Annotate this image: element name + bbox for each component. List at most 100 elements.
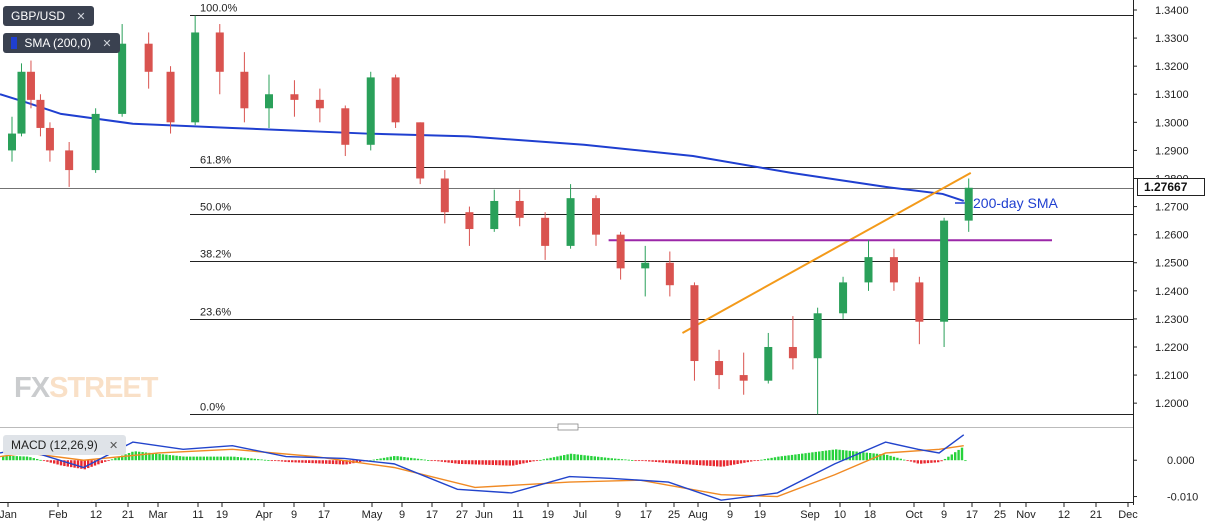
candle-body: [641, 262, 650, 269]
macd-histogram-bar: [549, 457, 552, 461]
macd-histogram-bar: [943, 458, 947, 461]
macd-histogram-bar: [195, 456, 199, 461]
symbol-legend[interactable]: GBP/USD ✕: [3, 6, 94, 26]
macd-histogram-bar: [206, 456, 209, 461]
price-tick-label: 1.2900: [1155, 145, 1189, 157]
macd-histogram-bar: [280, 460, 284, 462]
macd-histogram-bar: [478, 460, 481, 465]
macd-histogram-bar: [382, 457, 386, 461]
date-tick-label: 18: [864, 509, 876, 521]
macd-histogram-bar: [756, 460, 760, 462]
macd-histogram-bar: [620, 459, 624, 461]
candle-body: [290, 94, 299, 100]
macd-histogram-bar: [5, 455, 8, 461]
macd-histogram-bar: [522, 460, 525, 464]
macd-histogram-bar: [192, 456, 195, 461]
macd-histogram-bar: [297, 460, 301, 463]
macd-histogram-bar: [773, 457, 777, 461]
macd-histogram-bar: [767, 458, 770, 461]
macd-histogram-bar: [926, 460, 930, 464]
candle-body: [144, 43, 153, 72]
price-tick-label: 1.3300: [1155, 33, 1189, 45]
macd-histogram-bar: [869, 453, 872, 461]
macd-label: MACD (12,26,9): [11, 438, 98, 452]
macd-histogram-bar: [600, 457, 603, 461]
macd-histogram-bar: [158, 453, 161, 461]
macd-histogram-bar: [396, 456, 399, 461]
macd-histogram-bar: [151, 453, 154, 461]
macd-histogram-bar: [32, 458, 35, 461]
macd-histogram-bar: [481, 460, 484, 465]
macd-histogram-bar: [87, 460, 90, 469]
macd-histogram-bar: [457, 460, 460, 464]
macd-histogram-bar: [209, 456, 212, 461]
fib-level-label: 50.0%: [200, 202, 231, 214]
macd-histogram-bar: [651, 460, 654, 462]
macd-histogram-bar: [253, 458, 256, 461]
candle-body: [739, 375, 748, 381]
swatch-icon: [11, 37, 17, 49]
candle-body: [665, 262, 674, 286]
macd-histogram-bar: [576, 454, 579, 461]
macd-histogram-bar: [906, 460, 909, 462]
macd-histogram-bar: [76, 460, 80, 469]
close-icon[interactable]: ✕: [109, 440, 119, 452]
macd-histogram-bar: [53, 460, 56, 464]
close-icon[interactable]: ✕: [102, 38, 112, 50]
macd-histogram-bar: [399, 456, 403, 461]
macd-histogram-bar: [355, 460, 358, 463]
macd-histogram-bar: [753, 460, 756, 462]
macd-histogram-bar: [750, 460, 753, 462]
macd-histogram-bar: [685, 460, 688, 465]
macd-histogram-bar: [913, 460, 916, 463]
macd-histogram-bar: [335, 460, 338, 465]
macd-histogram-bar: [185, 456, 188, 461]
macd-histogram-bar: [93, 460, 97, 466]
macd-histogram-bar: [294, 460, 297, 463]
macd-histogram-bar: [277, 460, 280, 462]
date-tick-label: 19: [542, 509, 554, 521]
price-tick-label: 1.2200: [1155, 342, 1189, 354]
candle-body: [541, 217, 550, 246]
macd-histogram-bar: [682, 460, 685, 465]
macd-histogram-bar: [240, 457, 243, 461]
macd-histogram-bar: [665, 460, 668, 463]
macd-histogram-bar: [389, 456, 392, 461]
macd-histogram-bar: [835, 449, 838, 461]
macd-histogram-bar: [216, 456, 219, 461]
date-tick-label: Oct: [905, 509, 922, 521]
macd-histogram-bar: [801, 453, 804, 461]
macd-histogram-bar: [423, 459, 426, 461]
macd-histogram-bar: [427, 460, 430, 461]
macd-histogram-bar: [658, 460, 661, 463]
macd-histogram-bar: [413, 458, 416, 461]
date-tick-label: 17: [318, 509, 330, 521]
macd-histogram-bar: [246, 458, 250, 461]
macd-histogram-bar: [155, 453, 158, 461]
macd-histogram-bar: [821, 451, 824, 461]
macd-histogram-bar: [471, 460, 474, 465]
macd-histogram-bar: [29, 457, 32, 461]
candle-body: [91, 113, 100, 171]
macd-histogram-bar: [314, 460, 318, 464]
rising-trendline: [681, 172, 972, 334]
price-tick-label: 1.2300: [1155, 314, 1189, 326]
macd-histogram-bar: [882, 454, 885, 461]
macd-histogram-bar: [736, 460, 739, 465]
macd-histogram-bar: [957, 449, 960, 461]
close-icon[interactable]: ✕: [76, 11, 86, 23]
sma-legend[interactable]: SMA (200,0) ✕: [3, 33, 120, 53]
macd-histogram-bar: [393, 456, 396, 461]
macd-histogram-bar: [121, 455, 124, 461]
macd-histogram-bar: [83, 460, 86, 470]
macd-histogram-bar: [569, 453, 573, 461]
price-tick-label: 1.2000: [1155, 398, 1189, 410]
macd-histogram-bar: [556, 456, 559, 461]
macd-histogram-bar: [597, 456, 600, 461]
macd-histogram-bar: [841, 450, 845, 461]
candle-body: [366, 77, 375, 145]
macd-legend[interactable]: MACD (12,26,9) ✕: [3, 435, 127, 455]
macd-histogram-bar: [495, 460, 498, 466]
macd-histogram-bar: [889, 455, 892, 461]
macd-histogram-bar: [607, 457, 610, 461]
